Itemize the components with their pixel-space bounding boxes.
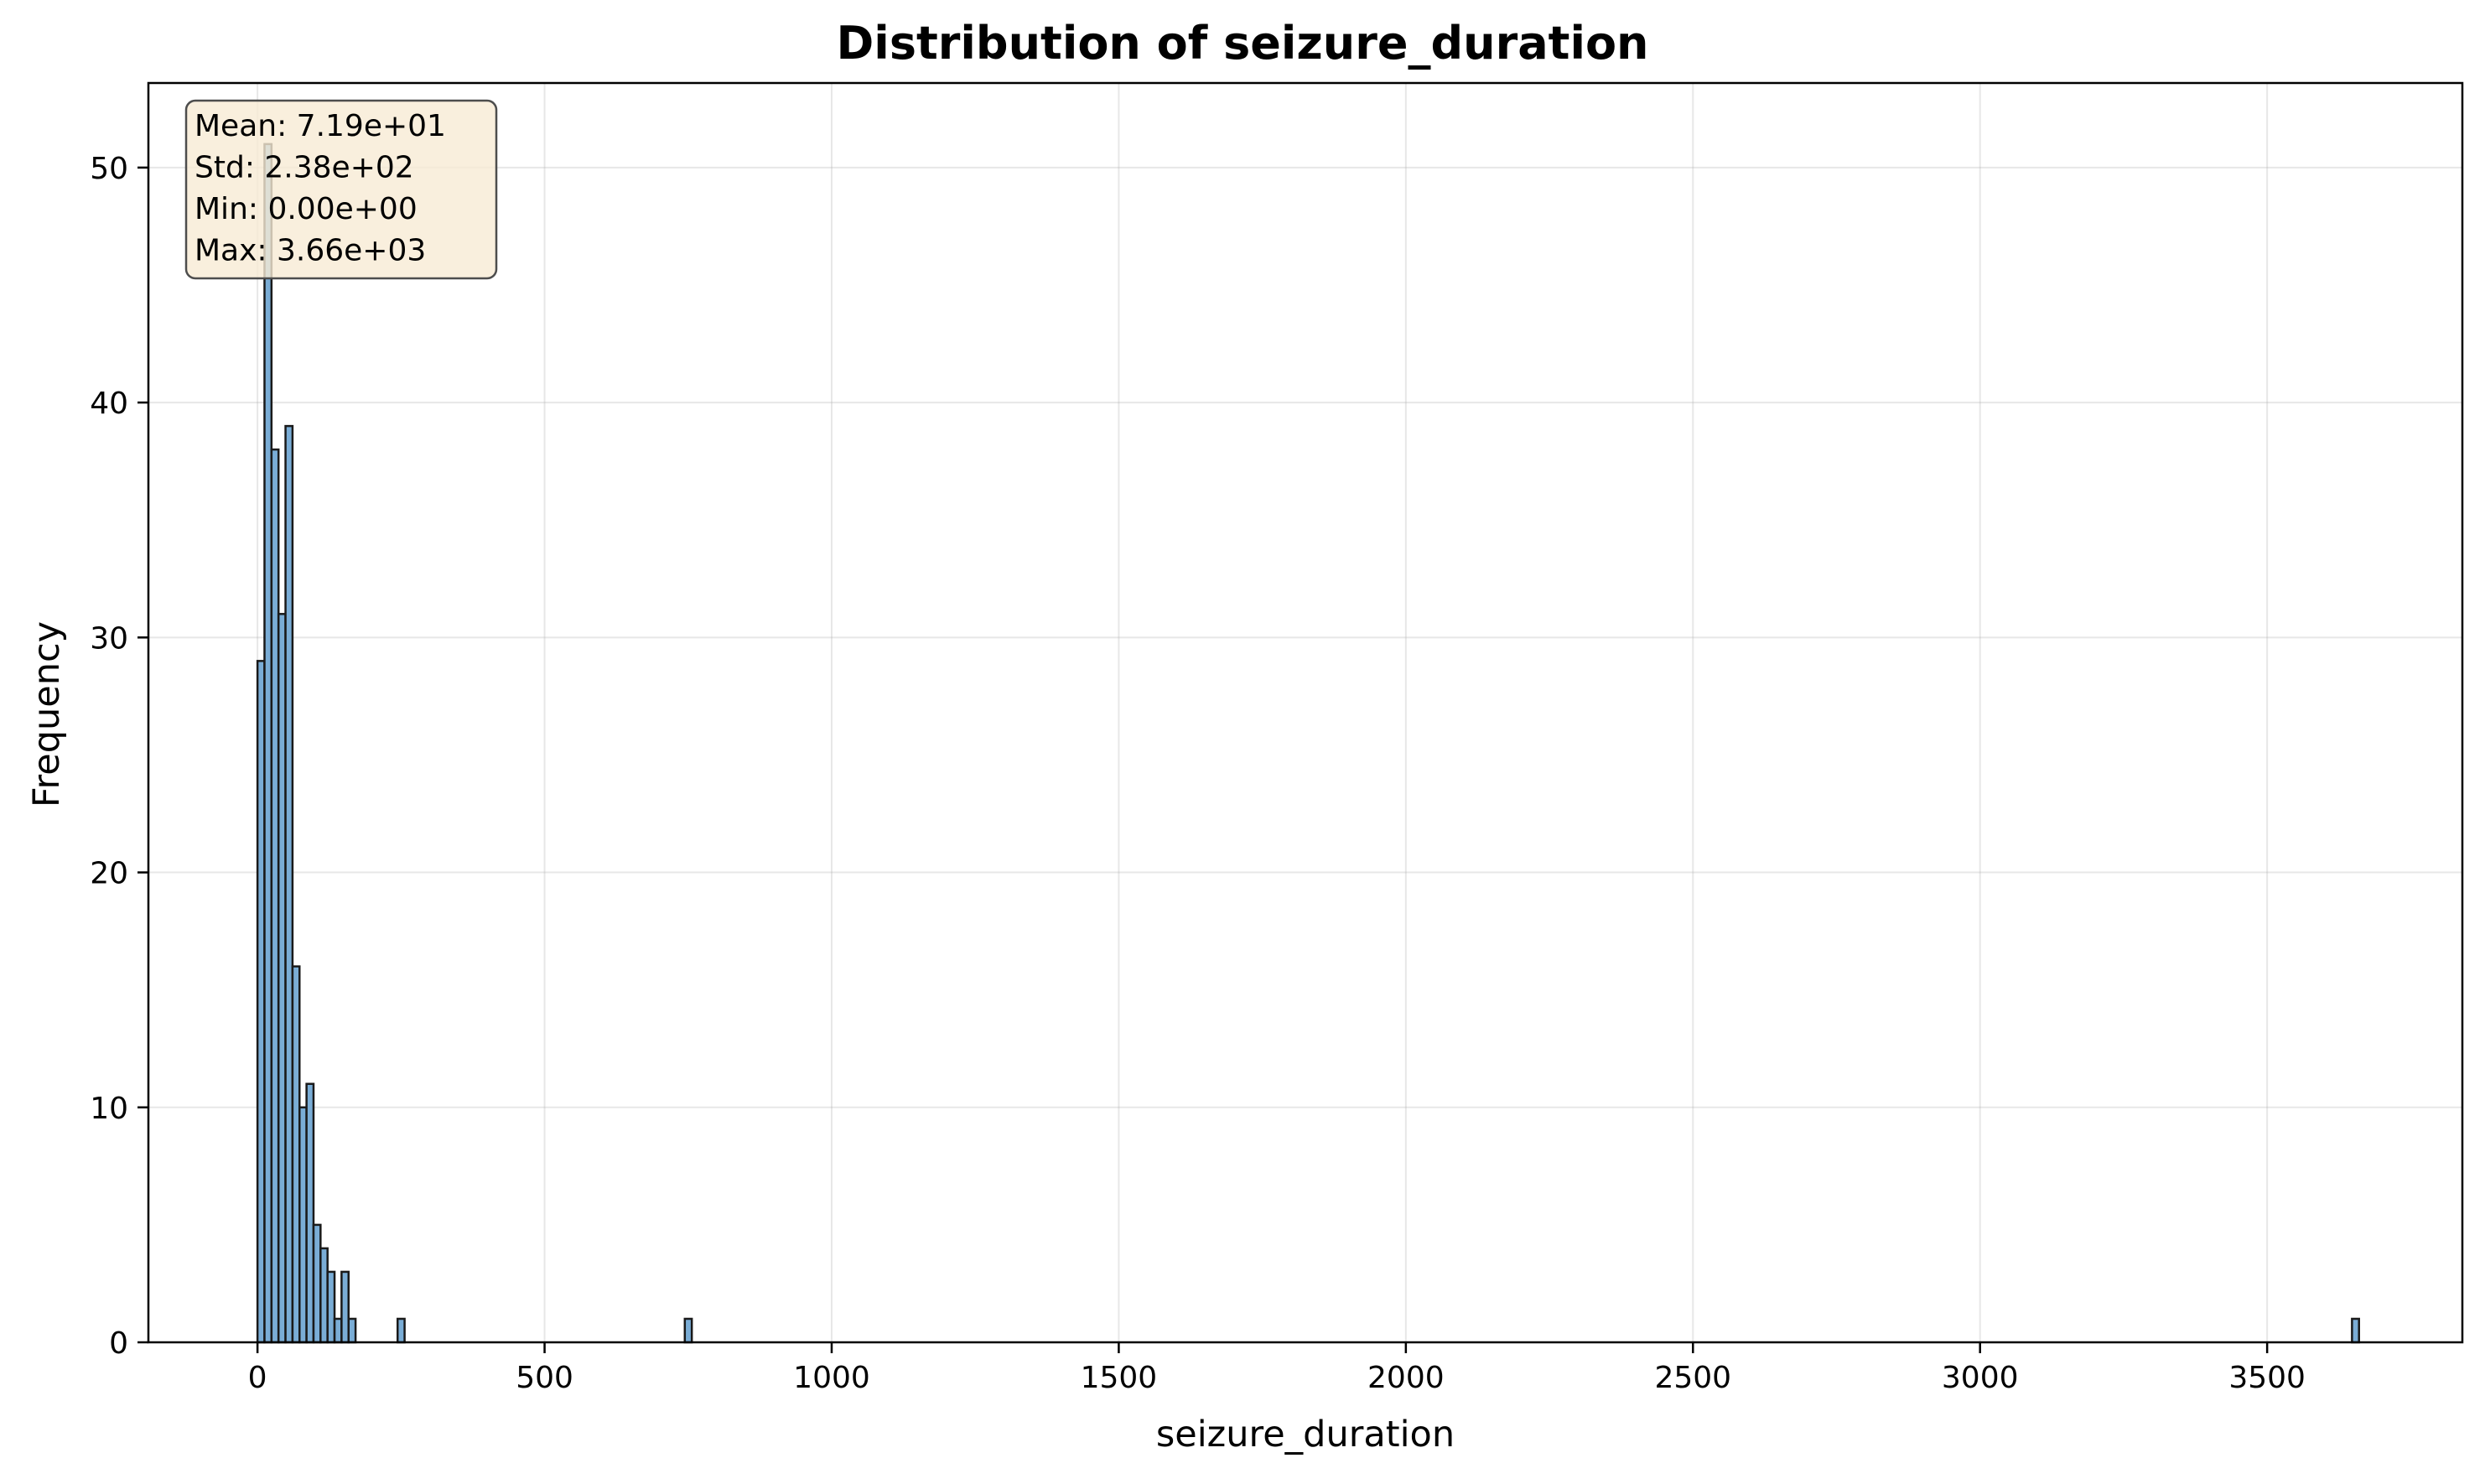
- histogram-bar: [284, 424, 294, 1344]
- chart-title: Distribution of seizure_duration: [836, 17, 1648, 70]
- plot-frame: [147, 81, 2464, 1344]
- x-tick-label: 1500: [1081, 1361, 1158, 1395]
- x-tick-label: 2500: [1654, 1361, 1731, 1395]
- x-tick-label: 3500: [2228, 1361, 2306, 1395]
- x-tick-label: 2000: [1367, 1361, 1445, 1395]
- x-tick-label: 1000: [793, 1361, 870, 1395]
- histogram-bar: [298, 1106, 308, 1344]
- x-tick-label: 500: [516, 1361, 573, 1395]
- histogram-bar: [333, 1317, 343, 1344]
- y-tick-label: 0: [109, 1326, 128, 1361]
- x-tick-label: 3000: [1942, 1361, 2019, 1395]
- stats-box-background: [184, 99, 498, 280]
- y-tick-label: 10: [90, 1092, 128, 1126]
- stats-line: Std: 2.38e+02: [195, 151, 414, 185]
- histogram-bar: [326, 1270, 336, 1344]
- x-axis-label: seizure_duration: [1156, 1414, 1455, 1455]
- histogram-bar: [2351, 1317, 2360, 1344]
- histogram-bar: [347, 1317, 357, 1344]
- stats-line: Min: 0.00e+00: [195, 192, 418, 226]
- y-tick-label: 50: [90, 152, 128, 186]
- histogram-bar: [291, 965, 301, 1344]
- stats-line: Mean: 7.19e+01: [195, 109, 446, 143]
- histogram-bar: [396, 1317, 406, 1344]
- y-tick-label: 20: [90, 857, 128, 891]
- histogram-bar: [683, 1317, 693, 1344]
- histogram-bar: [312, 1223, 322, 1344]
- stats-line: Max: 3.66e+03: [195, 234, 426, 268]
- histogram-bar: [256, 660, 266, 1344]
- histogram-bar: [277, 613, 287, 1344]
- histogram-bar: [270, 448, 280, 1344]
- x-tick-label: 0: [248, 1361, 267, 1395]
- y-tick-label: 40: [90, 387, 128, 421]
- stats-box: Mean: 7.19e+01 Std: 2.38e+02 Min: 0.00e+00…: [184, 99, 498, 280]
- y-tick-label: 30: [90, 621, 128, 656]
- histogram-bar: [263, 143, 273, 1344]
- histogram-bar: [340, 1270, 350, 1344]
- y-axis-label: Frequency: [26, 621, 68, 807]
- axis-ticks: 0 500 1000 1500 2000 2500 3000 3500 0 10 20 30 40 50: [90, 152, 2306, 1395]
- histogram-bar: [305, 1082, 315, 1344]
- histogram-bar: [319, 1247, 329, 1344]
